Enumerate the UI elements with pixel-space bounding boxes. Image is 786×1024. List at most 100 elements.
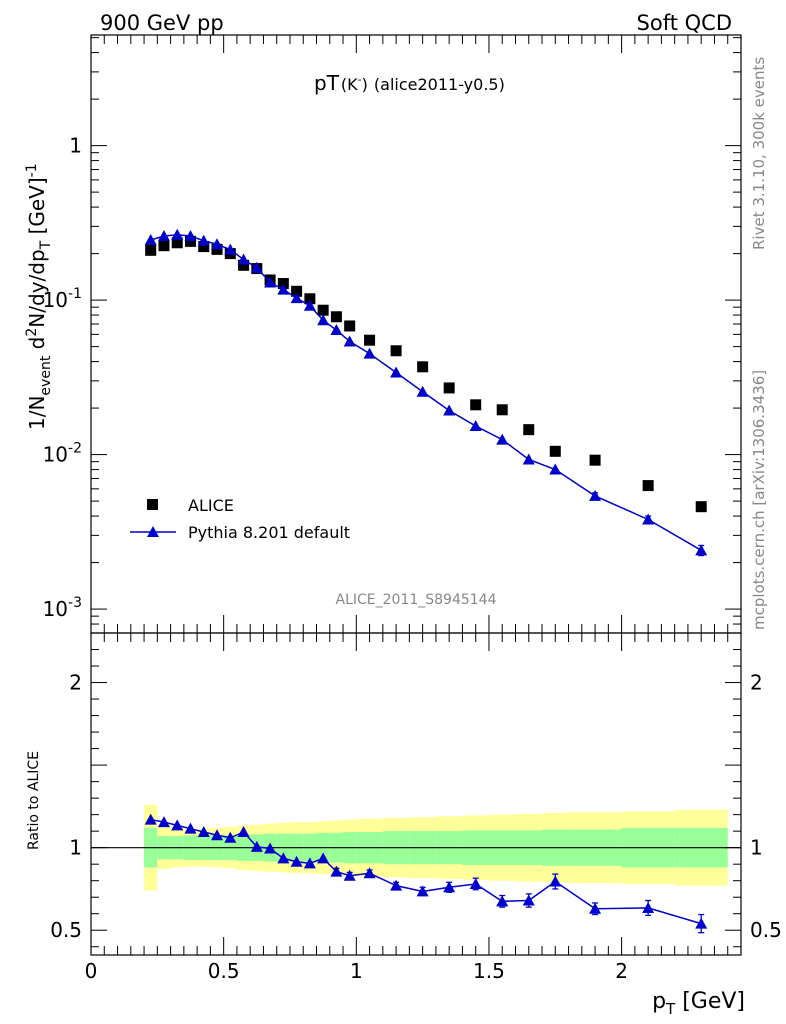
header-category-label: Soft QCD bbox=[637, 11, 732, 35]
ratio-data-point bbox=[250, 840, 263, 852]
main-y-tick-label: 10-1 bbox=[43, 286, 82, 312]
alice-data-point bbox=[390, 345, 402, 357]
ratio-y-axis-label: Ratio to ALICE bbox=[26, 751, 42, 850]
header-energy-label: 900 GeV pp bbox=[100, 11, 224, 35]
alice-data-point bbox=[145, 244, 157, 256]
ratio-data-point bbox=[496, 895, 509, 907]
ratio-panel-frame bbox=[90, 632, 742, 956]
mcplots-reference-label: mcplots.cern.ch [arXiv:1306.3436] bbox=[750, 370, 768, 630]
alice-data-point bbox=[523, 424, 535, 436]
rivet-version-label: Rivet 3.1.10, 300k events bbox=[750, 57, 768, 250]
pythia-data-point bbox=[522, 453, 535, 465]
main-y-tick-label: 10-2 bbox=[43, 441, 82, 467]
alice-data-point bbox=[695, 501, 707, 513]
pythia-data-point bbox=[264, 276, 277, 288]
pythia-data-point bbox=[589, 489, 602, 501]
pythia-data-point bbox=[144, 233, 157, 245]
ratio-data-point bbox=[330, 865, 343, 877]
ratio-data-point bbox=[522, 894, 535, 906]
alice-data-point bbox=[198, 241, 210, 253]
x-tick-label: 0 bbox=[85, 959, 98, 983]
pythia-data-point bbox=[237, 253, 250, 265]
pythia-data-point bbox=[171, 228, 184, 240]
pythia-data-point bbox=[390, 366, 403, 378]
ratio-data-point bbox=[549, 875, 562, 887]
pythia-data-point bbox=[469, 420, 482, 432]
ratio-data-point bbox=[303, 857, 316, 869]
pythia-data-point bbox=[197, 234, 210, 246]
pythia-data-point bbox=[184, 229, 197, 241]
ratio-data-point bbox=[197, 825, 210, 837]
ratio-y-tick-label-left: 0.5 bbox=[50, 918, 82, 942]
x-axis-label: pT [GeV] bbox=[652, 989, 745, 1018]
ratio-y-tick-label-right: 2 bbox=[750, 671, 763, 695]
ratio-data-point bbox=[416, 885, 429, 897]
alice-data-point bbox=[291, 285, 303, 297]
ratio-data-point bbox=[589, 902, 602, 914]
alice-data-point bbox=[330, 311, 342, 323]
ratio-data-point bbox=[642, 901, 655, 913]
pythia-data-point bbox=[549, 463, 562, 475]
pythia-data-point bbox=[343, 335, 356, 347]
pythia-data-point bbox=[695, 544, 708, 556]
alice-data-point bbox=[589, 454, 601, 466]
alice-data-point bbox=[317, 304, 329, 316]
pythia-data-point bbox=[416, 385, 429, 397]
pythia-data-point bbox=[250, 261, 263, 273]
pythia-data-point bbox=[496, 433, 509, 445]
legend-label-alice: ALICE bbox=[188, 496, 234, 515]
x-tick-label: 2 bbox=[615, 959, 628, 983]
pythia-data-point bbox=[330, 324, 343, 336]
pythia-data-point bbox=[224, 243, 237, 255]
x-tick-label: 1.5 bbox=[473, 959, 505, 983]
main-y-tick-label: 10-3 bbox=[43, 595, 82, 621]
ratio-y-tick-label-right: 1 bbox=[750, 836, 763, 860]
pythia-data-point bbox=[211, 238, 224, 250]
ratio-data-point bbox=[144, 813, 157, 825]
main-y-axis-label: 1/Nevent d2N/dy/dpT [GeV]-1 bbox=[24, 163, 54, 430]
ratio-data-point bbox=[469, 877, 482, 889]
alice-data-point bbox=[304, 293, 316, 305]
legend-marker-alice bbox=[147, 499, 158, 510]
alice-data-point bbox=[171, 237, 183, 249]
pythia-data-point bbox=[642, 513, 655, 525]
alice-data-point bbox=[496, 404, 508, 416]
x-tick-label: 1 bbox=[350, 959, 363, 983]
alice-data-point bbox=[238, 259, 250, 271]
pythia-data-point bbox=[290, 292, 303, 304]
ratio-data-point bbox=[277, 852, 290, 864]
alice-data-point bbox=[470, 399, 482, 411]
alice-data-point bbox=[211, 243, 223, 255]
alice-data-point bbox=[549, 445, 561, 457]
legend-label-pythia: Pythia 8.201 default bbox=[188, 523, 350, 542]
main-y-tick-label: 1 bbox=[69, 134, 82, 158]
pythia-data-point bbox=[277, 283, 290, 295]
ratio-data-point bbox=[343, 869, 356, 881]
analysis-watermark: ALICE_2011_S8945144 bbox=[336, 592, 497, 608]
ratio-data-point bbox=[184, 822, 197, 834]
alice-data-point bbox=[277, 278, 289, 290]
alice-data-point bbox=[184, 235, 196, 247]
alice-data-point bbox=[158, 240, 170, 252]
pythia-data-point bbox=[363, 347, 376, 359]
ratio-data-point bbox=[290, 855, 303, 867]
ratio-data-point bbox=[363, 867, 376, 879]
main-plot-title: pT (K-) (alice2011-y0.5) bbox=[314, 71, 505, 95]
ratio-data-point bbox=[157, 816, 170, 828]
alice-data-point bbox=[344, 320, 356, 332]
ratio-data-point bbox=[695, 917, 708, 929]
ratio-y-tick-label-right: 0.5 bbox=[750, 918, 782, 942]
legend: ALICE Pythia 8.201 default bbox=[130, 496, 350, 542]
x-tick-label: 0.5 bbox=[208, 959, 240, 983]
legend-marker-pythia bbox=[147, 526, 159, 537]
ratio-data-point bbox=[317, 852, 330, 864]
pythia-data-point bbox=[317, 314, 330, 326]
ratio-data-point bbox=[390, 879, 403, 891]
ratio-data-point bbox=[237, 825, 250, 837]
ratio-data-point bbox=[264, 842, 277, 854]
ratio-data-point bbox=[211, 829, 224, 841]
pythia-data-point bbox=[443, 404, 456, 416]
ratio-data-point bbox=[443, 881, 456, 893]
alice-data-point bbox=[443, 382, 455, 394]
